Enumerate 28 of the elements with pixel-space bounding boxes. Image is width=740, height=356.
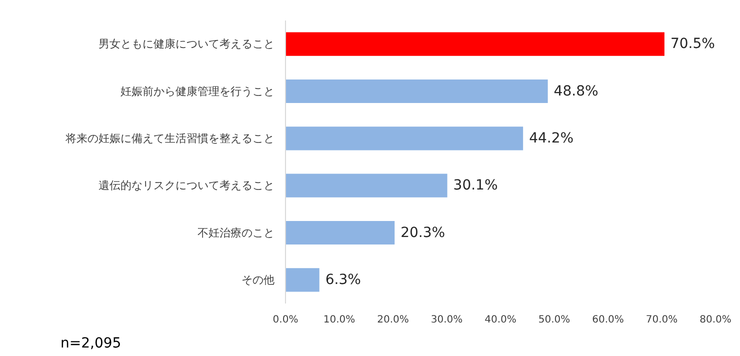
x-tick-label: 10.0% (323, 314, 356, 326)
bar (286, 32, 664, 56)
y-tick-label: 遺伝的なリスクについて考えること (98, 179, 274, 192)
y-tick-label: 妊娠前から健康管理を行うこと (120, 84, 274, 98)
bar (286, 268, 320, 292)
x-tick-label: 50.0% (538, 314, 570, 326)
x-tick-label: 30.0% (430, 314, 463, 326)
data-label: 48.8% (554, 83, 598, 100)
y-tick-label: 男女ともに健康について考えること (98, 38, 274, 51)
bar (286, 79, 548, 104)
y-tick-label: 将来の妊娠に備えて生活習慣を整えること (64, 132, 274, 145)
bar (286, 220, 395, 245)
data-label: 44.2% (529, 130, 574, 146)
data-label: 6.3% (325, 272, 361, 288)
text: n=2,095 (60, 336, 122, 352)
y-tick-label: その他 (242, 273, 274, 286)
x-tick-label: 20.0% (377, 314, 409, 326)
x-tick-label: 80.0% (700, 314, 732, 326)
x-tick-label: 60.0% (592, 314, 624, 326)
x-tick-label: 70.0% (646, 314, 678, 326)
bar (286, 126, 524, 150)
data-label: 30.1% (453, 178, 498, 194)
x-tick-label: 40.0% (484, 314, 516, 326)
data-label: 20.3% (400, 224, 446, 241)
x-tick-label: 0.0% (272, 314, 298, 326)
bar (286, 174, 448, 198)
data-label: 70.5% (670, 36, 715, 52)
y-tick-label: 不妊治療のこと (198, 226, 274, 240)
